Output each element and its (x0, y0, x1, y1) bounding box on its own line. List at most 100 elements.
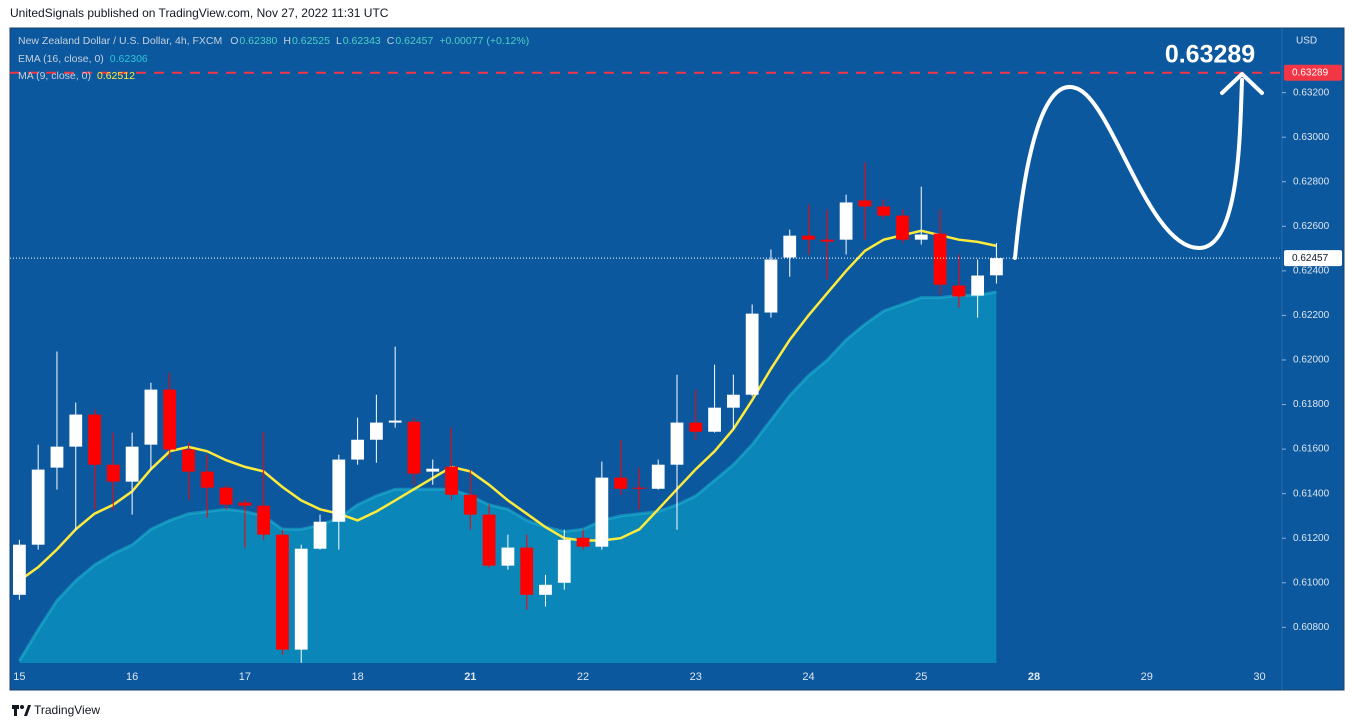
y-tick-label: 0.61600 (1293, 444, 1330, 455)
candle-body (351, 439, 364, 460)
legend-text: EMA (16, close, 0) (18, 53, 104, 65)
candle-body (520, 547, 534, 595)
target-price-label: 0.63289 (1292, 67, 1329, 78)
x-tick-label: 23 (690, 671, 702, 683)
legend-text: C (387, 35, 395, 47)
x-tick-label: 29 (1141, 671, 1153, 683)
y-tick-label: 0.61000 (1293, 577, 1330, 588)
target-annotation: 0.63289 (1165, 41, 1255, 69)
candle-body (31, 469, 45, 545)
x-tick-label: 28 (1028, 671, 1040, 683)
y-tick-label: 0.61200 (1293, 533, 1330, 544)
x-tick-label: 22 (577, 671, 589, 683)
target-price-box (1284, 64, 1342, 81)
text-layer: 0.63200 0.63000 0.62800 0.62600 0.62400 0.622… (13, 35, 1342, 683)
candle-body (106, 464, 120, 482)
legend-text: O (230, 35, 238, 47)
y-tick-label: 0.62400 (1293, 266, 1330, 277)
candle-body (933, 233, 947, 285)
legend-text: +0.00077 (+0.12%) (439, 35, 529, 47)
x-tick-label: 24 (802, 671, 814, 683)
candle-body (952, 285, 966, 297)
candle-body (614, 477, 628, 489)
candle-body (914, 234, 928, 240)
candle-body (313, 521, 327, 549)
candle-body (238, 502, 252, 506)
y-tick-label: 0.62000 (1293, 355, 1330, 366)
candle-body (708, 407, 721, 432)
candle-body (802, 235, 815, 240)
y-tick-label: 0.61400 (1293, 488, 1330, 499)
legend-text: L (336, 35, 342, 47)
forecast-arrowhead (1220, 72, 1264, 95)
y-tick-label: 0.62800 (1293, 176, 1330, 187)
legend-text: 0.62380 (239, 35, 277, 47)
candle-body (971, 275, 985, 296)
y-tick-label: 0.62600 (1293, 221, 1330, 232)
candle-body (463, 494, 477, 515)
candle-body (69, 414, 83, 447)
candle-body (88, 414, 101, 465)
candle-body (182, 449, 195, 472)
publish-header: UnitedSignals published on TradingView.c… (10, 6, 389, 20)
legend-text: 0.62343 (343, 35, 381, 47)
candle-body (595, 477, 609, 547)
marks-layer (10, 71, 1282, 663)
candle-body (820, 239, 834, 242)
legend-text: 0.62457 (395, 35, 433, 47)
candle-body (576, 537, 590, 547)
candle-body (294, 548, 308, 650)
x-tick-label: 25 (915, 671, 927, 683)
candle-body (50, 446, 64, 468)
candle-body (332, 459, 346, 522)
x-tick-label: 16 (126, 671, 138, 683)
ema-area (19, 291, 997, 663)
y-tick-label: 0.60800 (1293, 622, 1330, 633)
x-tick-label: 17 (239, 671, 251, 683)
y-tick-label: 0.61800 (1293, 399, 1330, 410)
candle-body (651, 464, 665, 489)
candle-body (689, 422, 703, 432)
candle-body (426, 468, 440, 472)
candle-body (783, 235, 797, 258)
candle-body (407, 421, 421, 474)
legend-text: MA (9, close, 0) (18, 70, 91, 82)
area-layer (18, 290, 997, 663)
y-axis-unit: USD (1296, 36, 1317, 47)
legend-text: New Zealand Dollar / U.S. Dollar, 4h, FX… (18, 35, 222, 47)
candle-body (557, 539, 571, 583)
candle-body (445, 466, 458, 495)
ema-line (18, 290, 997, 662)
legend-text: 0.62306 (110, 53, 148, 65)
current-price-box (1284, 250, 1342, 267)
candle-body (13, 544, 26, 595)
y-tick-label: 0.63200 (1293, 87, 1330, 98)
forecast-arrow (1013, 78, 1244, 260)
footer-brand: TradingView (34, 703, 100, 717)
x-tick-label: 18 (351, 671, 363, 683)
y-tick-label: 0.63000 (1293, 132, 1330, 143)
legend-text: 0.62512 (97, 70, 135, 82)
candle-body (257, 505, 271, 535)
candle-body (539, 584, 552, 595)
candle-body (501, 547, 515, 566)
tradingview-logo (12, 705, 31, 716)
candle-body (670, 422, 684, 465)
candle-body (482, 514, 496, 566)
candle-body (369, 422, 383, 440)
legend-text: H (283, 35, 291, 47)
candle-body (633, 487, 646, 489)
candle-body (125, 446, 139, 482)
y-tick-label: 0.62200 (1293, 310, 1330, 321)
candle-body (219, 487, 233, 505)
candle-body (764, 259, 778, 313)
candle-body (896, 215, 909, 240)
x-tick-label: 30 (1253, 671, 1265, 683)
candle-body (200, 471, 214, 488)
legend-text: 0.62525 (292, 35, 330, 47)
candle-body (877, 206, 891, 216)
current-price-label: 0.62457 (1292, 253, 1329, 264)
x-tick-label: 15 (13, 671, 25, 683)
ma-line (18, 229, 997, 582)
